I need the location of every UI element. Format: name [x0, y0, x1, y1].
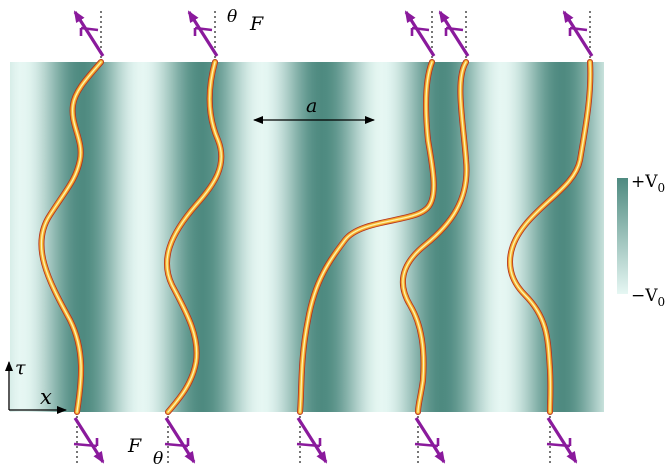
string-1 — [38, 59, 104, 415]
force-indicator-top-3 — [404, 10, 436, 58]
angle-label-bottom: θ — [153, 449, 163, 468]
string-3 — [297, 59, 437, 415]
spacing-label: a — [306, 95, 317, 117]
force-indicator-bottom-5 — [546, 416, 578, 464]
potential-colorbar — [617, 178, 628, 294]
force-indicators — [73, 10, 594, 464]
string-2 — [163, 59, 225, 415]
colorbar-max-label: +V0 — [631, 172, 665, 195]
force-indicator-bottom-4 — [414, 416, 446, 464]
force-indicator-top-1 — [73, 10, 105, 58]
colorbar-min-label: −V0 — [631, 286, 665, 309]
string-4 — [400, 59, 470, 415]
force-label-top: F — [249, 13, 264, 35]
time-axis-label: τ — [15, 357, 26, 379]
force-indicator-top-4 — [438, 10, 470, 58]
strings-group — [38, 59, 594, 415]
angle-label-top: θ — [227, 7, 237, 27]
force-indicator-top-2 — [187, 10, 219, 58]
force-label-bottom: F — [127, 435, 142, 457]
force-indicator-top-5 — [562, 10, 594, 58]
force-indicator-bottom-2 — [164, 416, 196, 464]
space-axis-label: x — [40, 385, 52, 409]
force-indicator-bottom-3 — [296, 416, 328, 464]
string-5 — [507, 59, 594, 415]
force-indicator-bottom-1 — [73, 416, 105, 464]
